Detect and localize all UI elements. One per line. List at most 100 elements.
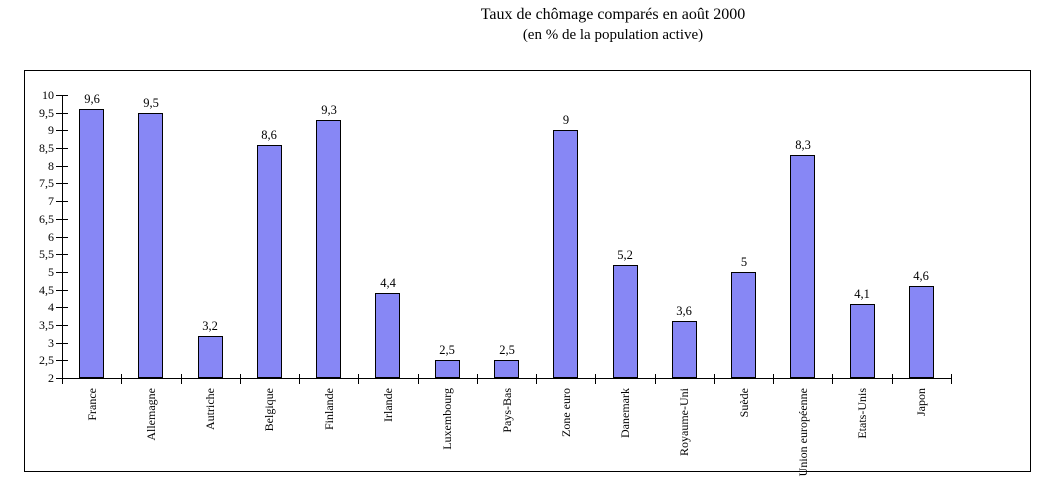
category-label: Luxembourg xyxy=(440,388,454,450)
plot-frame xyxy=(24,70,1031,472)
bar xyxy=(435,360,460,378)
bar-value-label: 4,4 xyxy=(380,276,396,290)
y-tick-label: 3,5 xyxy=(39,318,54,332)
category-label: Danemark xyxy=(618,388,632,438)
bar-value-label: 5,2 xyxy=(617,248,633,262)
bar-value-label: 8,6 xyxy=(261,128,277,142)
x-tick xyxy=(62,374,63,384)
x-tick xyxy=(536,374,537,384)
y-tick-label: 8,5 xyxy=(39,141,54,155)
y-tick xyxy=(56,290,68,291)
y-tick-label: 4,5 xyxy=(39,283,54,297)
y-tick-label: 6,5 xyxy=(39,212,54,226)
y-tick-label: 9,5 xyxy=(39,106,54,120)
y-tick xyxy=(56,360,68,361)
x-axis-line xyxy=(62,378,952,379)
y-tick-label: 10 xyxy=(42,88,54,102)
bar-value-label: 4,1 xyxy=(854,287,870,301)
x-tick xyxy=(951,374,952,384)
bar xyxy=(553,130,578,378)
bar xyxy=(790,155,815,378)
bar-value-label: 2,5 xyxy=(499,343,515,357)
y-tick xyxy=(56,272,68,273)
category-label: Suède xyxy=(737,388,751,418)
y-tick xyxy=(56,325,68,326)
x-tick xyxy=(655,374,656,384)
bar xyxy=(198,336,223,378)
bar-value-label: 2,5 xyxy=(439,343,455,357)
category-label: Royaume-Uni xyxy=(677,388,691,456)
y-tick xyxy=(56,130,68,131)
category-label: Pays-Bas xyxy=(500,388,514,433)
bar xyxy=(850,304,875,378)
bar xyxy=(375,293,400,378)
bar xyxy=(494,360,519,378)
x-tick xyxy=(892,374,893,384)
bar-value-label: 9,5 xyxy=(143,96,159,110)
y-tick xyxy=(56,254,68,255)
y-tick-label: 5,5 xyxy=(39,247,54,261)
y-tick xyxy=(56,307,68,308)
category-label: Japon xyxy=(914,388,928,416)
chart-subtitle: (en % de la population active) xyxy=(522,27,704,43)
bar xyxy=(731,272,756,378)
y-tick xyxy=(56,166,68,167)
x-tick xyxy=(240,374,241,384)
category-label: Irlande xyxy=(381,388,395,422)
y-tick-label: 2 xyxy=(48,371,54,385)
y-tick-label: 4 xyxy=(48,300,54,314)
bar-value-label: 4,6 xyxy=(913,269,929,283)
y-tick xyxy=(56,219,68,220)
bar-value-label: 5 xyxy=(740,255,748,269)
y-tick xyxy=(56,113,68,114)
y-tick xyxy=(56,237,68,238)
x-tick xyxy=(773,374,774,384)
bar-value-label: 8,3 xyxy=(795,138,811,152)
x-tick xyxy=(418,374,419,384)
chart-title-block: Taux de chômage comparés en août 2000 (e… xyxy=(213,4,1013,45)
y-tick xyxy=(56,343,68,344)
category-label: Allemagne xyxy=(144,388,158,441)
category-label: France xyxy=(85,388,99,421)
bar xyxy=(316,120,341,378)
bar xyxy=(613,265,638,378)
bar-value-label: 3,2 xyxy=(202,319,218,333)
category-label: Etats-Unis xyxy=(855,388,869,439)
x-tick xyxy=(477,374,478,384)
bar-value-label: 9,3 xyxy=(321,103,337,117)
category-label: Finlande xyxy=(322,388,336,430)
y-tick xyxy=(56,201,68,202)
category-label: Autriche xyxy=(203,388,217,430)
x-tick xyxy=(121,374,122,384)
y-tick-label: 6 xyxy=(48,230,54,244)
bar-value-label: 9,6 xyxy=(84,92,100,106)
x-tick xyxy=(299,374,300,384)
y-tick-label: 9 xyxy=(48,123,54,137)
y-tick-label: 3 xyxy=(48,336,54,350)
x-tick xyxy=(181,374,182,384)
category-label: Belgique xyxy=(262,388,276,432)
y-tick xyxy=(56,95,68,96)
category-label: Union européenne xyxy=(796,388,810,477)
bar xyxy=(79,109,104,378)
bar xyxy=(909,286,934,378)
bar-value-label: 9 xyxy=(562,113,570,127)
x-tick xyxy=(832,374,833,384)
chart-title: Taux de chômage comparés en août 2000 xyxy=(480,6,746,23)
bar xyxy=(257,145,282,378)
y-tick-label: 8 xyxy=(48,159,54,173)
x-tick xyxy=(714,374,715,384)
x-tick xyxy=(595,374,596,384)
bar-value-label: 3,6 xyxy=(676,304,692,318)
bar xyxy=(138,113,163,378)
y-tick-label: 2,5 xyxy=(39,353,54,367)
y-tick-label: 7,5 xyxy=(39,176,54,190)
x-tick xyxy=(358,374,359,384)
y-tick-label: 5 xyxy=(48,265,54,279)
category-label: Zone euro xyxy=(559,388,573,437)
bar xyxy=(672,321,697,378)
y-tick xyxy=(56,183,68,184)
y-tick-label: 7 xyxy=(48,194,54,208)
